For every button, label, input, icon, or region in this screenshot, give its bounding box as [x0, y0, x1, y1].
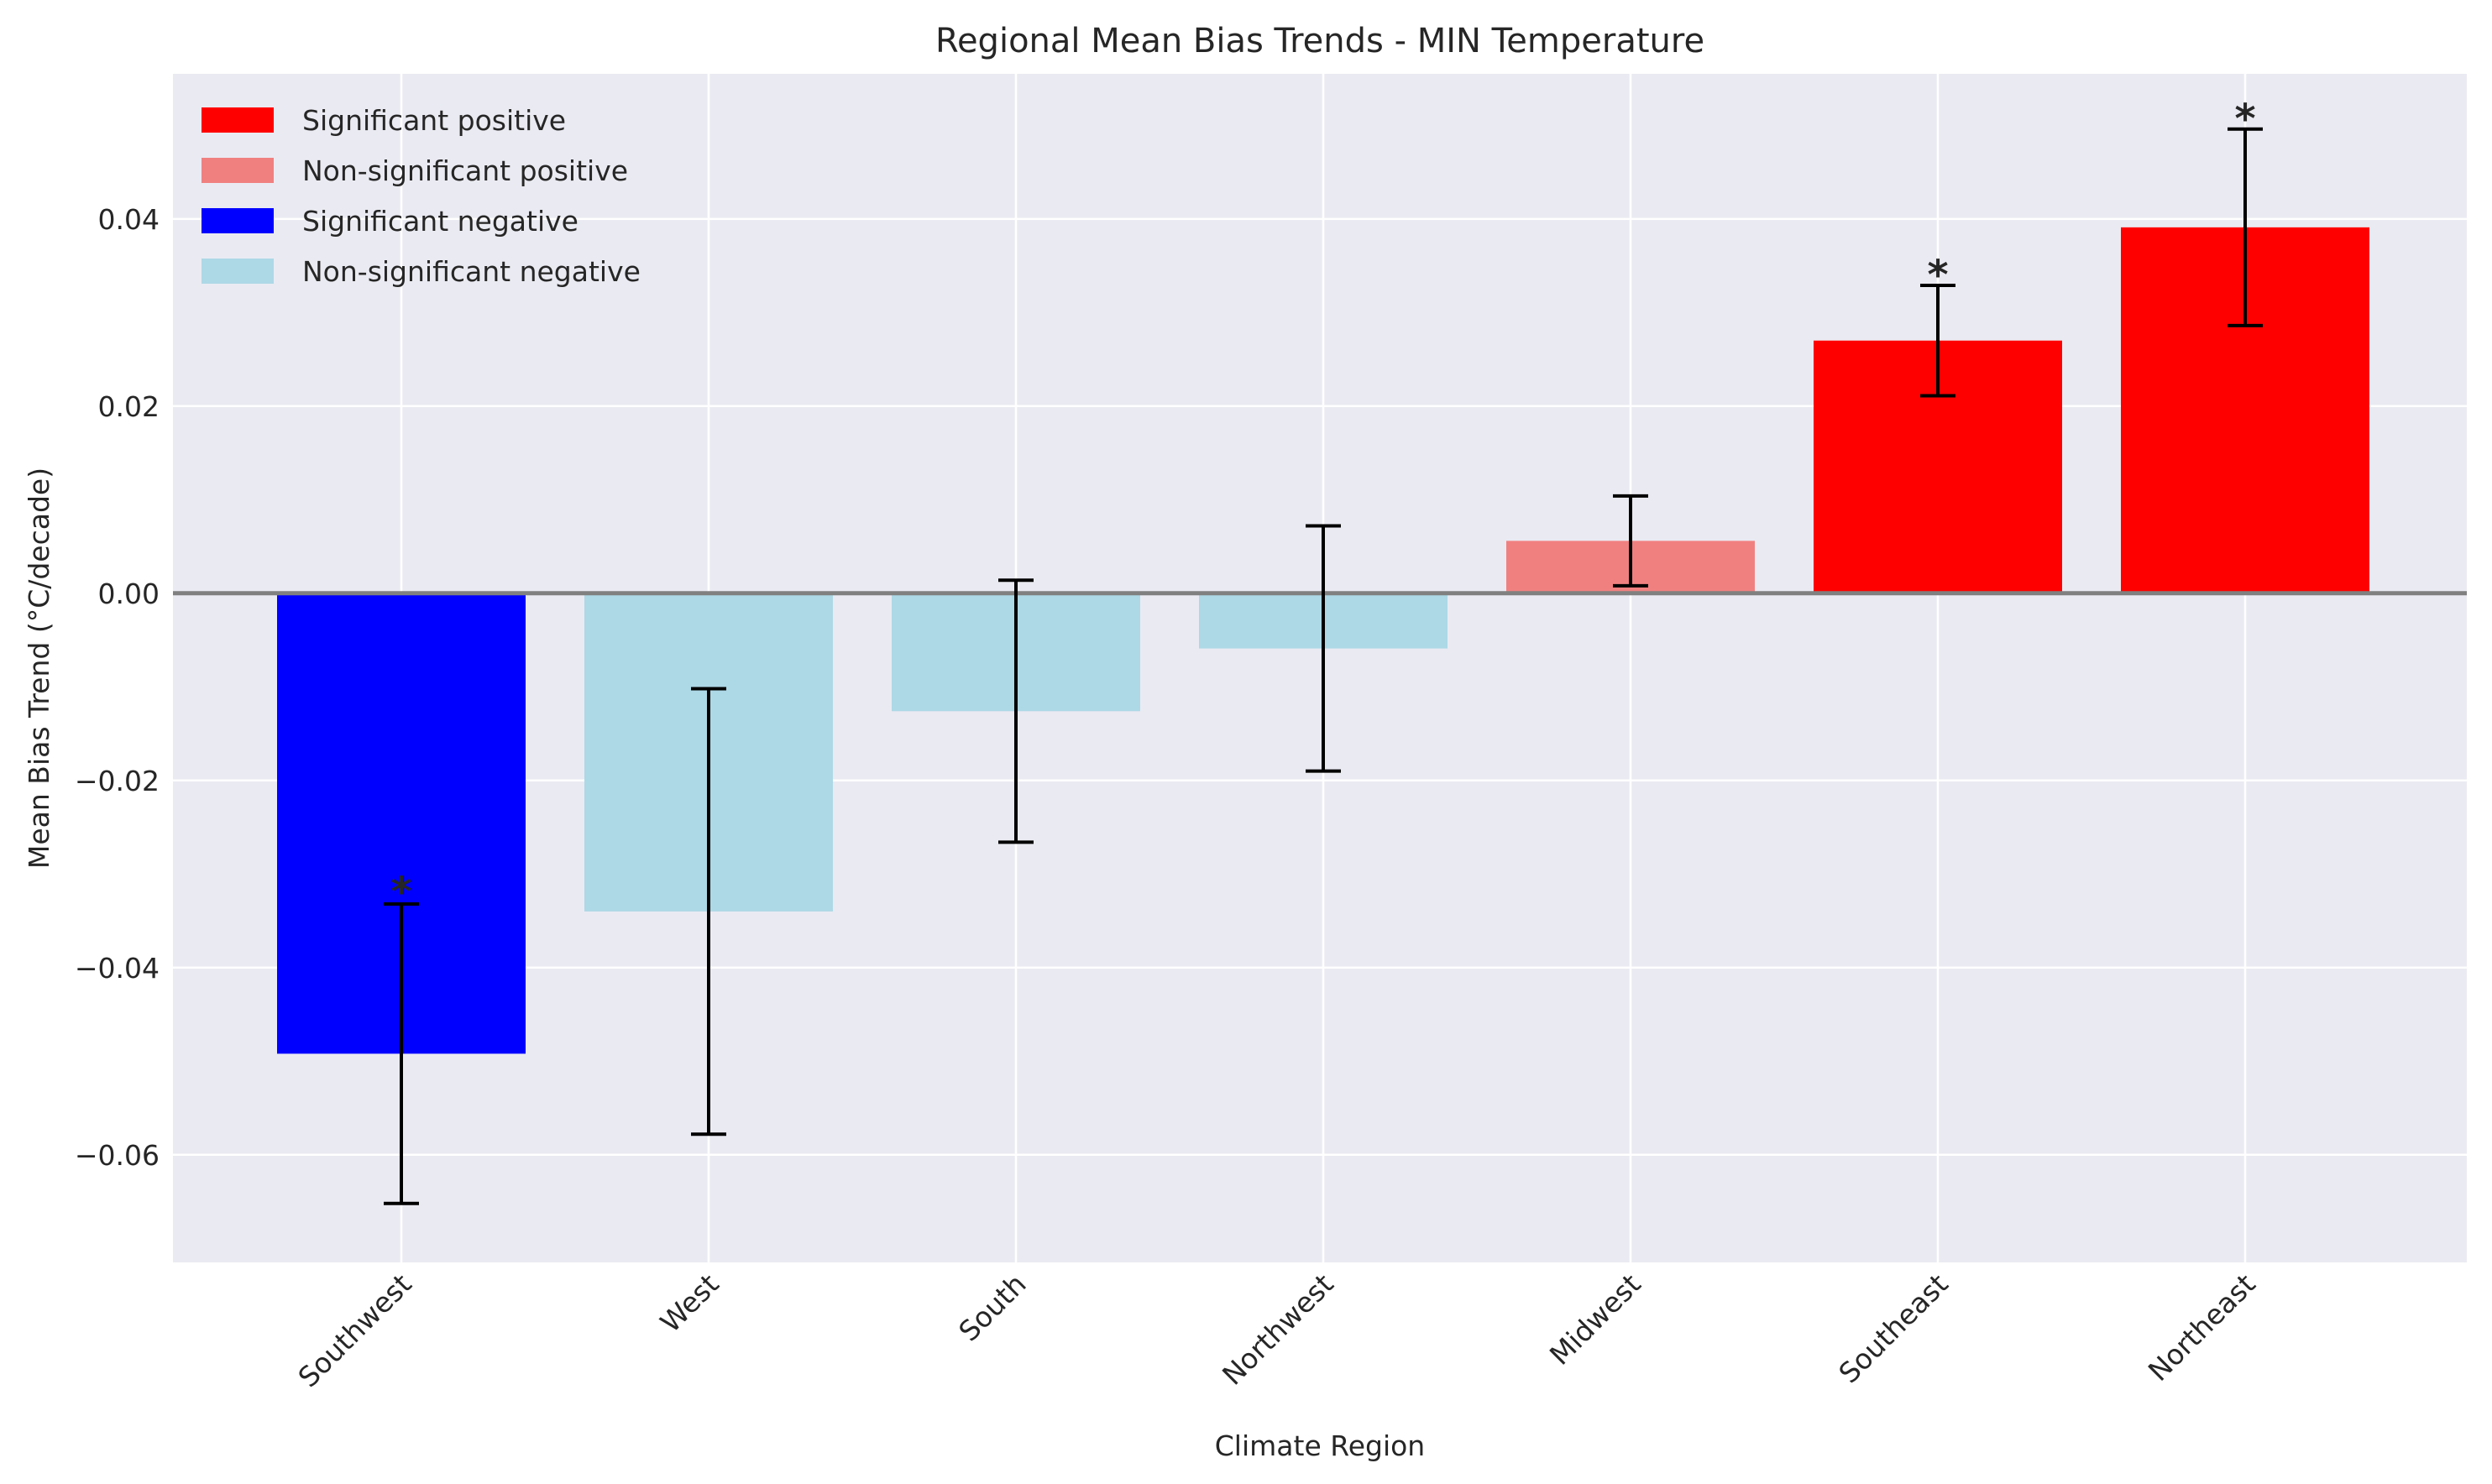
y-tick-label: 0.00 — [98, 577, 160, 610]
legend-swatch — [202, 208, 274, 233]
y-tick-label: 0.04 — [98, 203, 160, 236]
legend: Significant positive Non-significant posi… — [202, 104, 641, 288]
legend-entry-nonsig_pos: Non-significant positive — [202, 154, 628, 187]
legend-entry-sig_neg: Significant negative — [202, 205, 578, 238]
y-tick-label: −0.04 — [75, 952, 160, 985]
significance-marker: * — [2234, 96, 2255, 143]
error-bar-midwest — [1613, 494, 1648, 588]
plot-area — [173, 74, 2467, 1262]
legend-label: Non-significant negative — [302, 255, 641, 288]
significance-markers: * * * — [390, 96, 2255, 916]
y-axis-label: Mean Bias Trend (°C/decade) — [23, 468, 55, 869]
legend-label: Significant positive — [302, 104, 566, 137]
legend-entry-nonsig_neg: Non-significant negative — [202, 255, 641, 288]
legend-entry-sig_pos: Significant positive — [202, 104, 566, 137]
y-tick-label: −0.06 — [75, 1139, 160, 1172]
chart-title: Regional Mean Bias Trends - MIN Temperat… — [935, 22, 1704, 60]
error-bar-southwest — [384, 901, 419, 1205]
legend-label: Significant negative — [302, 205, 578, 238]
y-tick-label: 0.02 — [98, 390, 160, 423]
legend-swatch — [202, 107, 274, 133]
legend-swatch — [202, 158, 274, 183]
significance-marker: * — [390, 869, 411, 916]
x-axis-ticks: Southwest West South Northwest Midwest Southe… — [292, 1267, 2262, 1393]
significance-marker: * — [1927, 252, 1948, 299]
x-tick-label: West — [654, 1267, 725, 1339]
x-tick-label: Southwest — [292, 1267, 418, 1393]
x-tick-label: Midwest — [1543, 1267, 1647, 1372]
error-bar-southeast — [1920, 283, 1955, 398]
x-tick-label: Northeast — [2142, 1267, 2262, 1387]
error-bar-northwest — [1306, 524, 1341, 773]
x-tick-label: South — [952, 1267, 1032, 1347]
y-axis-ticks: −0.06 −0.04 −0.02 0.00 0.02 0.04 — [75, 203, 160, 1172]
error-bar-south — [998, 578, 1034, 844]
y-tick-label: −0.02 — [75, 765, 160, 797]
error-bars — [384, 127, 2263, 1205]
error-bar-northeast — [2228, 127, 2263, 327]
x-axis-label: Climate Region — [1215, 1429, 1425, 1462]
x-tick-label: Southeast — [1832, 1267, 1954, 1389]
bars — [277, 227, 2369, 1054]
error-bar-west — [691, 687, 726, 1137]
legend-label: Non-significant positive — [302, 154, 628, 187]
legend-swatch — [202, 259, 274, 284]
x-tick-label: Northwest — [1216, 1267, 1340, 1392]
